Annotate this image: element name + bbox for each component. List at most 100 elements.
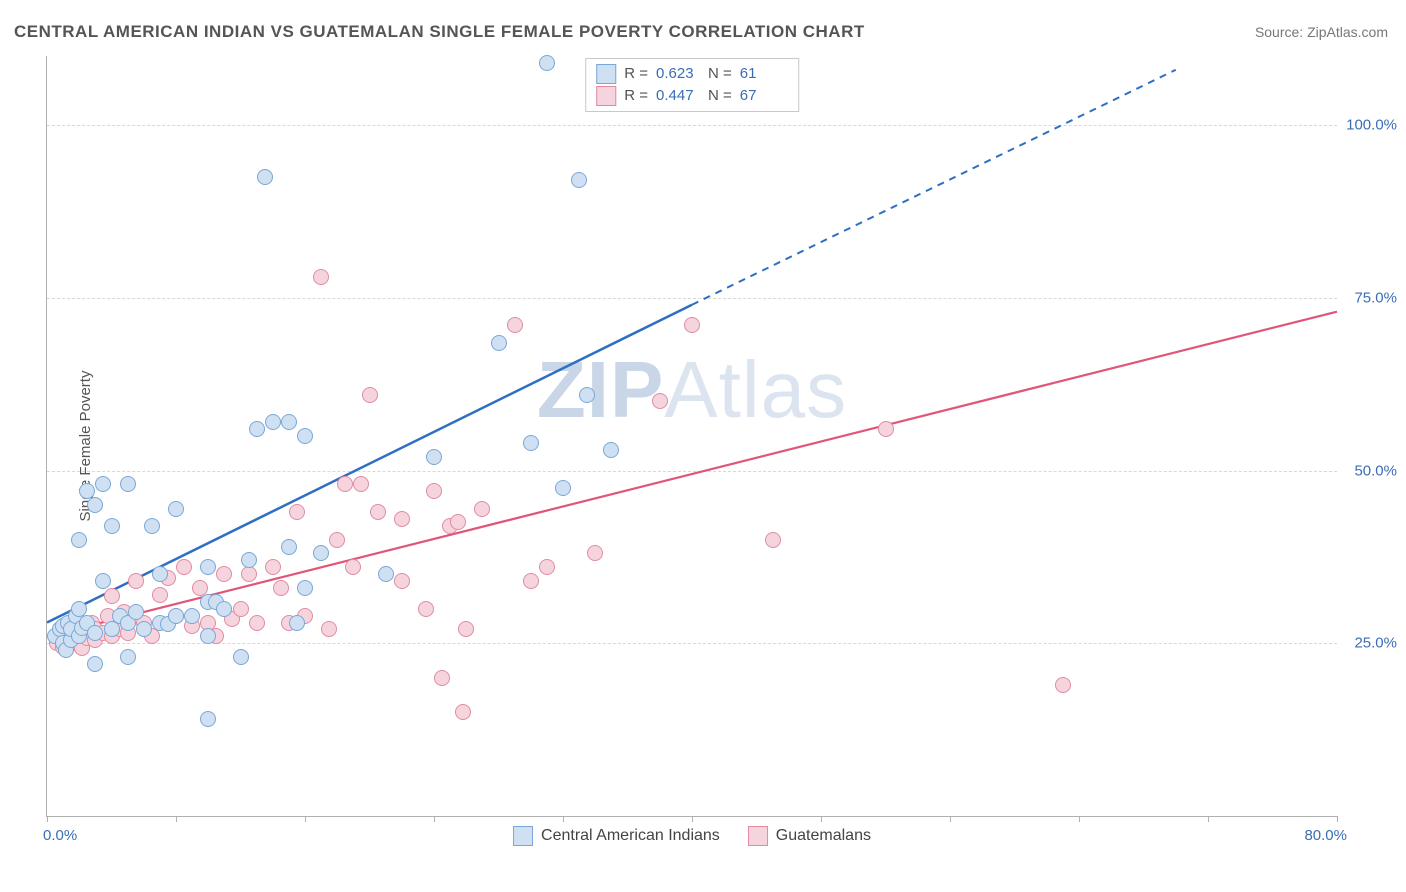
point-series1 — [241, 552, 257, 568]
point-series2 — [345, 559, 361, 575]
point-series1 — [87, 656, 103, 672]
point-series1 — [200, 711, 216, 727]
point-series1 — [289, 615, 305, 631]
point-series1 — [378, 566, 394, 582]
point-series1 — [555, 480, 571, 496]
point-series1 — [120, 476, 136, 492]
point-series2 — [684, 317, 700, 333]
legend-label-series2: Guatemalans — [776, 827, 871, 845]
x-tick-mark — [563, 816, 564, 822]
r-value-series2: 0.447 — [656, 85, 700, 107]
y-tick-label: 25.0% — [1342, 635, 1397, 652]
r-label: R = — [624, 63, 648, 85]
point-series2 — [474, 501, 490, 517]
stats-row-series1: R = 0.623 N = 61 — [596, 63, 784, 85]
n-value-series2: 67 — [740, 85, 784, 107]
point-series2 — [587, 545, 603, 561]
point-series1 — [168, 608, 184, 624]
point-series1 — [297, 580, 313, 596]
point-series2 — [249, 615, 265, 631]
point-series1 — [523, 435, 539, 451]
legend: Central American Indians Guatemalans — [513, 826, 871, 846]
y-tick-label: 100.0% — [1342, 117, 1397, 134]
point-series2 — [434, 670, 450, 686]
point-series1 — [136, 621, 152, 637]
trend-lines — [47, 56, 1337, 816]
y-tick-label: 50.0% — [1342, 462, 1397, 479]
x-tick-mark — [1337, 816, 1338, 822]
x-tick-mark — [47, 816, 48, 822]
source-name: ZipAtlas.com — [1307, 24, 1388, 40]
point-series1 — [87, 497, 103, 513]
point-series2 — [353, 476, 369, 492]
legend-swatch-series1 — [513, 826, 533, 846]
point-series1 — [184, 608, 200, 624]
chart-title: CENTRAL AMERICAN INDIAN VS GUATEMALAN SI… — [14, 22, 865, 42]
point-series2 — [233, 601, 249, 617]
point-series1 — [200, 628, 216, 644]
x-tick-mark — [821, 816, 822, 822]
point-series1 — [152, 566, 168, 582]
point-series2 — [523, 573, 539, 589]
point-series1 — [539, 55, 555, 71]
r-value-series1: 0.623 — [656, 63, 700, 85]
correlation-stats-box: R = 0.623 N = 61 R = 0.447 N = 67 — [585, 58, 799, 112]
point-series1 — [257, 169, 273, 185]
point-series1 — [579, 387, 595, 403]
point-series1 — [216, 601, 232, 617]
point-series2 — [507, 317, 523, 333]
legend-swatch-series2 — [748, 826, 768, 846]
point-series2 — [458, 621, 474, 637]
point-series2 — [104, 588, 120, 604]
point-series2 — [418, 601, 434, 617]
point-series2 — [329, 532, 345, 548]
point-series2 — [128, 573, 144, 589]
point-series2 — [289, 504, 305, 520]
point-series2 — [394, 573, 410, 589]
point-series1 — [571, 172, 587, 188]
point-series1 — [603, 442, 619, 458]
point-series2 — [241, 566, 257, 582]
stats-row-series2: R = 0.447 N = 67 — [596, 85, 784, 107]
point-series1 — [249, 421, 265, 437]
point-series1 — [491, 335, 507, 351]
point-series1 — [281, 539, 297, 555]
point-series2 — [216, 566, 232, 582]
legend-label-series1: Central American Indians — [541, 827, 720, 845]
point-series2 — [176, 559, 192, 575]
point-series2 — [273, 580, 289, 596]
point-series2 — [362, 387, 378, 403]
point-series2 — [450, 514, 466, 530]
point-series1 — [313, 545, 329, 561]
point-series1 — [95, 476, 111, 492]
point-series2 — [426, 483, 442, 499]
point-series2 — [878, 421, 894, 437]
x-tick-mark — [176, 816, 177, 822]
x-tick-mark — [1079, 816, 1080, 822]
n-value-series1: 61 — [740, 63, 784, 85]
point-series1 — [120, 649, 136, 665]
point-series1 — [104, 621, 120, 637]
legend-item-series1: Central American Indians — [513, 826, 720, 846]
point-series2 — [152, 587, 168, 603]
point-series2 — [1055, 677, 1071, 693]
point-series2 — [765, 532, 781, 548]
x-tick-mark — [950, 816, 951, 822]
point-series1 — [95, 573, 111, 589]
swatch-series1 — [596, 64, 616, 84]
x-tick-mark — [434, 816, 435, 822]
point-series1 — [71, 532, 87, 548]
point-series1 — [200, 559, 216, 575]
point-series1 — [265, 414, 281, 430]
legend-item-series2: Guatemalans — [748, 826, 871, 846]
source-attribution: Source: ZipAtlas.com — [1255, 24, 1388, 40]
point-series2 — [539, 559, 555, 575]
x-tick-mark — [305, 816, 306, 822]
swatch-series2 — [596, 86, 616, 106]
point-series2 — [394, 511, 410, 527]
point-series2 — [313, 269, 329, 285]
scatter-plot: ZIPAtlas 25.0%50.0%75.0%100.0% R = 0.623… — [46, 56, 1337, 817]
point-series1 — [297, 428, 313, 444]
point-series1 — [233, 649, 249, 665]
x-tick-mark — [1208, 816, 1209, 822]
